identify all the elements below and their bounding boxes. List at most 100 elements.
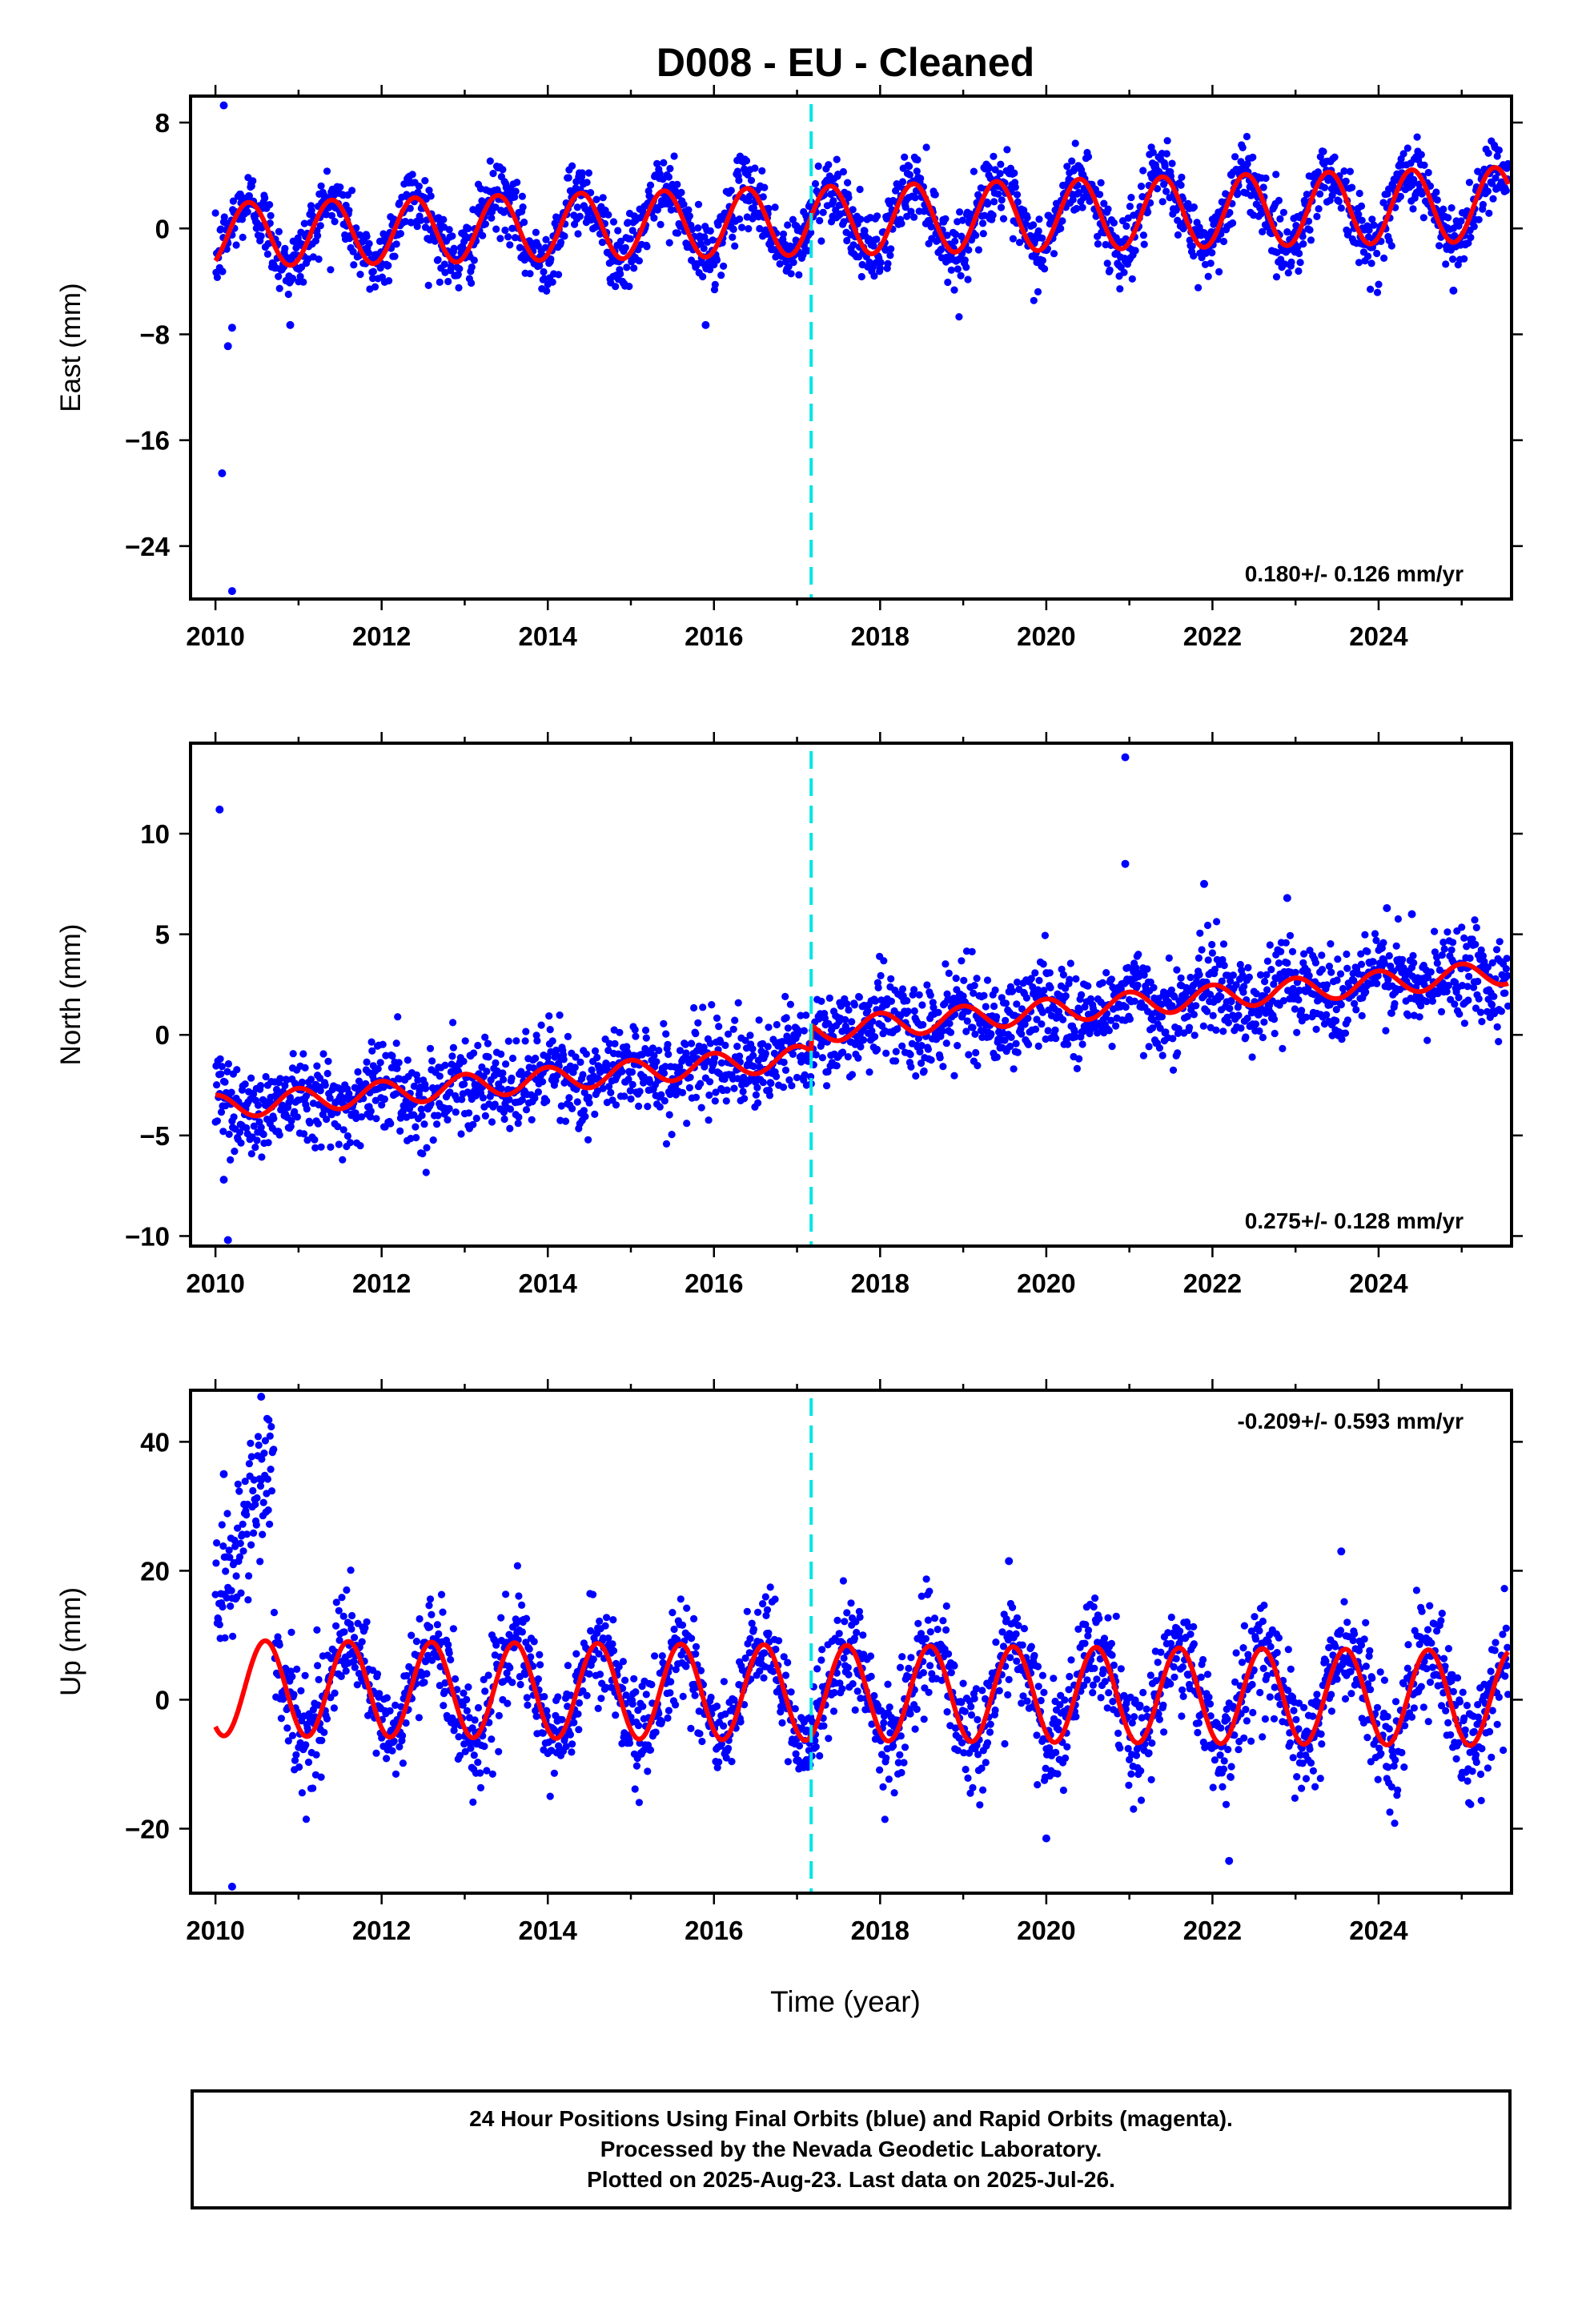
- data-point: [1409, 205, 1417, 213]
- data-point: [697, 1104, 705, 1112]
- data-point: [315, 255, 323, 263]
- data-point: [1034, 287, 1042, 296]
- data-point: [1474, 977, 1482, 986]
- data-point: [1116, 285, 1124, 293]
- data-point: [1075, 1055, 1083, 1063]
- data-point: [504, 1037, 512, 1045]
- data-point: [1012, 1039, 1020, 1047]
- data-point: [1279, 1044, 1287, 1052]
- data-point: [964, 275, 972, 283]
- data-point: [1217, 993, 1225, 1001]
- data-point: [873, 235, 881, 243]
- data-point: [662, 1030, 670, 1038]
- data-point: [1497, 1007, 1505, 1015]
- data-point: [685, 212, 694, 220]
- data-point: [618, 1068, 626, 1076]
- data-point: [1059, 1015, 1067, 1023]
- data-point: [955, 313, 963, 321]
- data-point: [231, 1148, 239, 1156]
- data-point: [616, 1028, 624, 1036]
- data-point: [213, 273, 221, 281]
- data-point: [288, 1731, 297, 1739]
- data-point: [488, 1770, 496, 1778]
- data-point: [234, 1480, 242, 1488]
- data-point: [560, 1055, 568, 1063]
- data-point: [235, 1487, 243, 1495]
- data-point: [506, 241, 514, 249]
- data-point: [785, 263, 793, 271]
- data-point: [753, 1084, 761, 1092]
- data-point: [497, 1614, 505, 1622]
- data-point: [1084, 153, 1093, 161]
- data-point: [444, 277, 452, 286]
- data-point: [694, 224, 702, 232]
- data-point: [1460, 1019, 1468, 1027]
- data-point: [1334, 955, 1342, 963]
- data-point: [372, 1749, 380, 1757]
- data-point: [592, 195, 600, 203]
- data-point: [463, 1707, 472, 1715]
- data-point: [910, 986, 918, 994]
- data-point: [1064, 1040, 1072, 1048]
- data-point: [448, 1052, 456, 1060]
- data-point: [1380, 254, 1388, 262]
- data-point: [1358, 1011, 1366, 1019]
- data-point: [699, 1003, 707, 1011]
- data-point: [534, 1088, 543, 1096]
- data-point: [927, 1056, 935, 1064]
- data-point: [817, 237, 825, 245]
- data-point: [814, 162, 822, 171]
- data-point: [713, 256, 721, 264]
- data-point: [339, 1126, 347, 1134]
- data-point: [1207, 259, 1215, 267]
- data-point: [1272, 273, 1281, 281]
- data-point: [584, 169, 593, 177]
- data-point: [1245, 973, 1253, 981]
- data-point: [371, 283, 379, 291]
- data-point: [699, 272, 707, 281]
- data-point: [1311, 959, 1319, 967]
- data-point: [415, 1714, 424, 1722]
- data-point: [1191, 1031, 1199, 1039]
- data-point: [463, 1695, 471, 1703]
- data-point: [317, 182, 325, 190]
- data-point: [715, 1023, 723, 1031]
- data-point: [1107, 975, 1115, 983]
- data-point: [711, 280, 719, 288]
- data-point: [1275, 196, 1283, 204]
- data-point: [1022, 994, 1030, 1002]
- data-point: [399, 1759, 407, 1767]
- data-point: [968, 947, 976, 955]
- data-point: [468, 279, 476, 287]
- data-point: [1271, 1029, 1279, 1038]
- data-point: [1174, 231, 1182, 239]
- data-point: [614, 227, 622, 235]
- data-point: [779, 230, 788, 238]
- data-point: [267, 1422, 275, 1431]
- data-point: [270, 1445, 278, 1454]
- data-point: [424, 281, 432, 289]
- data-point: [947, 266, 955, 274]
- data-point: [545, 1012, 553, 1020]
- data-point: [1137, 183, 1146, 191]
- data-point: [576, 1058, 584, 1066]
- data-point: [747, 176, 756, 184]
- data-point: [910, 1007, 918, 1015]
- data-point: [727, 187, 735, 195]
- data-point: [396, 1127, 404, 1135]
- data-point: [646, 181, 655, 189]
- data-point: [664, 1040, 672, 1048]
- data-point: [365, 239, 373, 247]
- data-point: [997, 160, 1005, 168]
- data-point: [1031, 969, 1039, 977]
- data-point: [436, 1072, 444, 1080]
- data-point: [492, 203, 500, 211]
- data-point: [1261, 978, 1269, 986]
- data-point: [221, 1634, 229, 1642]
- data-point: [1108, 1043, 1116, 1051]
- data-point: [1039, 960, 1047, 968]
- data-point: [1112, 1022, 1120, 1030]
- data-point: [626, 235, 634, 243]
- data-point: [486, 157, 494, 165]
- data-point: [1072, 975, 1080, 983]
